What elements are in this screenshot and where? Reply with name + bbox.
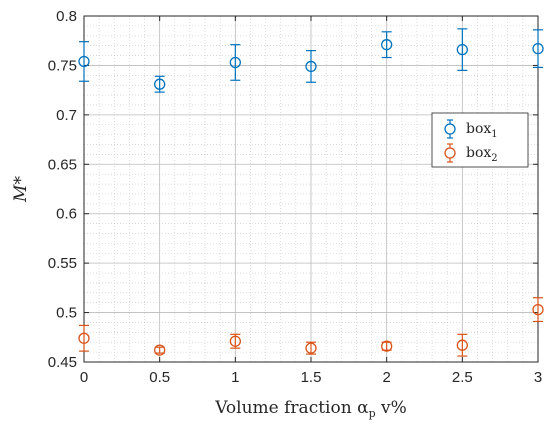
data-point xyxy=(154,344,166,356)
legend-label-box1-main: box xyxy=(466,121,491,137)
legend-label-box2: box2 xyxy=(466,145,498,164)
legend-marker-circle xyxy=(444,123,456,135)
x-tick-label: 0.5 xyxy=(149,369,170,386)
x-tick-label: 3 xyxy=(534,369,542,386)
legend-marker-box2 xyxy=(444,143,456,163)
series-layer xyxy=(78,28,544,357)
x-tick-label: 2.5 xyxy=(452,369,473,386)
legend-label-box2-main: box xyxy=(466,145,491,161)
x-axis-label: Volume fraction αp v% xyxy=(214,398,407,420)
y-tick-label: 0.7 xyxy=(56,107,77,124)
data-point xyxy=(229,335,241,347)
data-point xyxy=(305,342,317,354)
y-tick-label: 0.8 xyxy=(56,8,77,25)
data-point xyxy=(532,303,544,316)
y-axis-label: M* xyxy=(11,176,31,203)
legend: box1 box2 xyxy=(431,112,529,168)
data-point xyxy=(456,43,468,56)
legend-marker-circle xyxy=(444,147,456,159)
y-tick-labels: 0.45 0.5 0.55 0.6 0.65 0.7 0.75 0.8 xyxy=(48,8,77,371)
y-tick-label: 0.55 xyxy=(48,255,77,272)
legend-item-box2: box2 xyxy=(444,143,498,164)
x-axis-label-main: Volume fraction α xyxy=(214,398,369,418)
legend-label-box2-sub: 2 xyxy=(491,153,497,164)
data-point xyxy=(78,332,90,344)
y-tick-label: 0.5 xyxy=(56,305,77,322)
x-tick-labels: 0 0.5 1 1.5 2 2.5 3 xyxy=(80,369,542,386)
data-point xyxy=(456,339,468,351)
legend-label-box1-sub: 1 xyxy=(491,129,497,140)
data-point xyxy=(154,78,166,90)
x-tick-label: 2 xyxy=(382,369,390,386)
y-tick-label: 0.6 xyxy=(56,206,77,223)
legend-label-box1: box1 xyxy=(466,121,498,140)
series-2 xyxy=(78,297,544,357)
legend-marker-box1 xyxy=(444,119,456,139)
x-tick-label: 1.5 xyxy=(301,369,322,386)
data-point xyxy=(78,55,90,68)
y-tick-label: 0.45 xyxy=(48,354,77,371)
data-point xyxy=(305,60,317,73)
y-tick-label: 0.65 xyxy=(48,156,77,173)
x-tick-label: 0 xyxy=(80,369,88,386)
x-axis-label-subscript: p xyxy=(369,407,376,420)
data-point xyxy=(532,42,544,55)
series-1 xyxy=(78,28,544,93)
x-axis-label-tail: v% xyxy=(376,398,407,418)
data-point xyxy=(229,56,241,69)
data-point xyxy=(381,39,393,51)
tick-marks xyxy=(83,15,539,363)
data-point xyxy=(381,340,393,352)
y-tick-label: 0.75 xyxy=(48,57,77,74)
legend-item-box1: box1 xyxy=(444,119,498,140)
x-tick-label: 1 xyxy=(231,369,239,386)
